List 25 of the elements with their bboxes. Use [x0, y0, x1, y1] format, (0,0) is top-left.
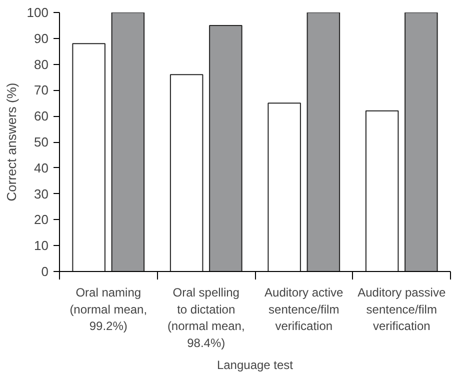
x-tick-label: Oral spelling to dictation (normal mean, 98.4%)	[167, 286, 245, 350]
bar	[170, 74, 204, 272]
y-tick-label: 90	[34, 30, 49, 46]
y-tick-label: 30	[34, 186, 49, 202]
y-tick-label: 80	[34, 56, 49, 72]
bar	[404, 12, 438, 272]
bar	[306, 12, 340, 272]
y-tick-label: 10	[34, 238, 49, 254]
y-tick-label: 70	[34, 82, 49, 98]
x-tick-label: Oral naming (normal mean, 99.2%)	[70, 286, 148, 334]
y-tick-label: 40	[34, 160, 49, 176]
bar	[111, 12, 145, 272]
y-tick-label: 0	[41, 264, 49, 279]
y-tick-label: 60	[34, 108, 49, 124]
x-axis-title: Language test	[216, 358, 294, 372]
y-tick-label: 100	[26, 5, 49, 20]
bar	[209, 24, 242, 272]
bar	[72, 43, 106, 272]
y-tick-label: 20	[34, 212, 49, 228]
x-tick-label: Auditory active sentence/film verification	[264, 286, 344, 334]
y-tick-label: 50	[34, 134, 49, 150]
bar	[365, 110, 399, 272]
x-tick-label: Auditory passive sentence/film verification	[358, 286, 446, 334]
bar	[268, 102, 301, 272]
y-axis-title: Correct answers (%)	[4, 82, 19, 202]
